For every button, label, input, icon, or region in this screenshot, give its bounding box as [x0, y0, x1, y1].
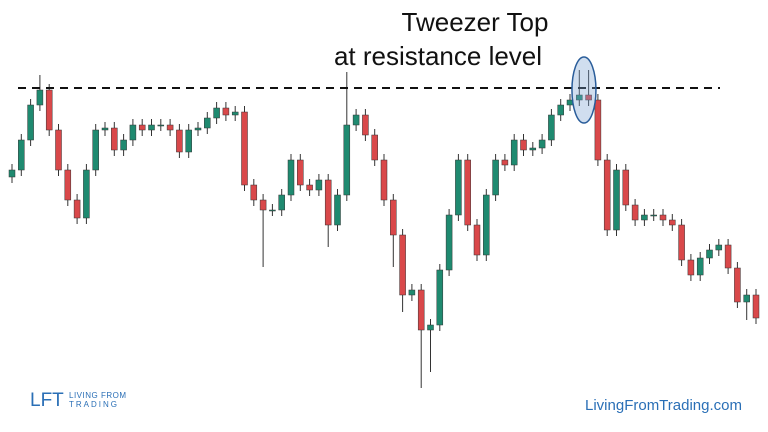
candle-body [678, 224, 685, 261]
candle-body [231, 111, 239, 116]
candle-body [752, 294, 760, 319]
candle-body [622, 169, 630, 206]
candle-body [129, 124, 137, 141]
candle-body [111, 127, 118, 151]
candle-body [222, 107, 230, 116]
candle-body [445, 214, 453, 271]
candle-body [427, 324, 434, 331]
candle-body [510, 139, 518, 166]
candle-body [436, 269, 444, 326]
candle-body [603, 159, 611, 231]
candle-body [92, 129, 99, 171]
logo-text: TRADING [69, 400, 119, 409]
candle-body [399, 234, 406, 296]
candle-body [241, 111, 248, 186]
candle-body [176, 129, 183, 153]
candle-body [343, 124, 351, 196]
candle-body [101, 127, 109, 131]
candle-body [157, 124, 165, 127]
candle-body [83, 169, 90, 219]
candle-body [529, 147, 537, 151]
candle-body [213, 107, 220, 119]
candle-body [18, 139, 25, 171]
candle-body [315, 179, 323, 191]
candle-body [501, 159, 509, 166]
candle-body [120, 139, 127, 151]
candle-body [669, 219, 676, 226]
candle-body [306, 184, 313, 191]
candle-body [204, 117, 211, 129]
candle-body [408, 289, 416, 296]
candle-body [45, 89, 53, 131]
candle-body [250, 184, 258, 201]
candle-body [417, 289, 425, 331]
annotation-line: Tweezer Top [402, 7, 549, 37]
candle-body [641, 214, 648, 221]
candle-body [557, 104, 564, 116]
candle-body [734, 267, 741, 303]
candle-body [492, 159, 499, 196]
candle-body [585, 94, 592, 101]
candle-body [8, 169, 16, 178]
candle-body [594, 99, 602, 161]
website: LivingFromTrading.com [585, 397, 742, 414]
candle-body [576, 94, 583, 101]
candle-body [278, 194, 285, 211]
candle-body [724, 244, 732, 269]
candle-body [390, 199, 397, 236]
candle-body [297, 159, 304, 186]
candle-body [269, 209, 276, 212]
candle-body [371, 134, 378, 161]
candle-body [548, 114, 555, 141]
candle-body [148, 124, 155, 131]
candle-body [650, 214, 657, 217]
candle-body [55, 129, 62, 171]
annotation-line: at resistance level [334, 41, 542, 71]
candle-body [455, 159, 462, 216]
candle-body [380, 159, 388, 201]
candle-body [73, 199, 81, 219]
candle-body [715, 244, 723, 251]
candle-body [696, 257, 704, 276]
candle-body [166, 124, 174, 131]
candle-body [287, 159, 295, 196]
candle-body [483, 194, 490, 256]
logo-mark: LFT [30, 390, 64, 411]
candle-body [334, 194, 341, 226]
candle-body [473, 224, 481, 256]
candle-body [324, 179, 332, 226]
candle-body [613, 169, 620, 231]
candle-body [138, 124, 146, 131]
candle-body [64, 169, 72, 201]
candle-body [36, 89, 44, 106]
candle-body [259, 199, 267, 211]
candle-body [362, 114, 369, 136]
candle-body [27, 104, 34, 141]
candle-body [706, 249, 713, 259]
highlight-ellipse [571, 56, 597, 124]
candle-body [520, 139, 527, 151]
candle-body [743, 294, 750, 303]
logo-text: LIVING FROM [69, 391, 127, 400]
candle-body [659, 214, 667, 221]
candle-body [185, 129, 192, 153]
candle-body [352, 114, 360, 126]
candle-body [538, 139, 546, 149]
plot-area [8, 56, 760, 388]
candle-body [194, 127, 202, 131]
candle-body [464, 159, 471, 226]
candle-body [631, 204, 639, 221]
candle-body [687, 259, 695, 276]
